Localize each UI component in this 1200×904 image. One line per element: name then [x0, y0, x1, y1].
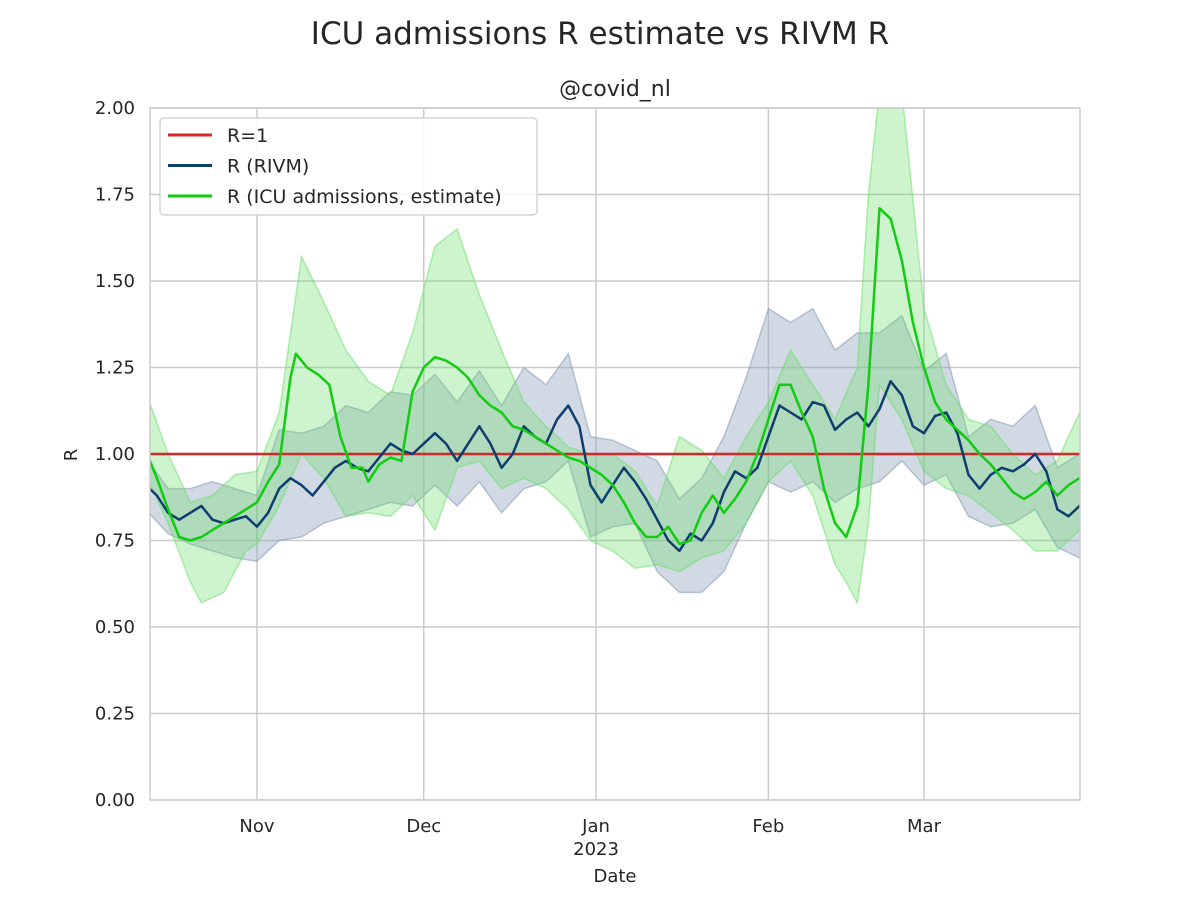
x-tick-label: Mar	[907, 816, 942, 837]
y-tick-label: 0.50	[95, 617, 135, 638]
y-tick-label: 1.25	[95, 358, 135, 379]
plot-frame	[149, 107, 1081, 801]
y-tick-label: 0.00	[95, 790, 135, 811]
plot-area	[150, 108, 1080, 606]
x-tick-label: Jan	[581, 816, 610, 837]
rivm-confidence-band	[150, 307, 1080, 594]
chart-title: ICU admissions R estimate vs RIVM R	[311, 16, 889, 52]
legend: R=1 R (RIVM) R (ICU admissions, estimate)	[159, 117, 538, 216]
legend-label-icu: R (ICU admissions, estimate)	[227, 186, 502, 208]
legend-box	[159, 117, 538, 216]
x-tick-label: Nov	[239, 816, 274, 837]
icu-series-line	[150, 207, 1080, 546]
chart-subtitle: @covid_nl	[559, 77, 671, 102]
x-tick-label: Feb	[752, 816, 784, 837]
x-tick-sublabel: 2023	[573, 839, 619, 860]
icu-confidence-band	[150, 108, 1080, 606]
y-tick-label: 1.50	[95, 271, 135, 292]
legend-label-rivm: R (RIVM)	[227, 156, 309, 178]
x-tick-label: Dec	[406, 816, 441, 837]
y-tick-label: 0.75	[95, 531, 135, 552]
x-axis-label: Date	[593, 866, 636, 887]
y-tick-label: 2.00	[95, 98, 135, 119]
y-tick-label: 1.00	[95, 444, 135, 465]
y-tick-label: 0.25	[95, 704, 135, 725]
rivm-series-line	[150, 380, 1080, 553]
y-axis-label: R	[61, 449, 82, 462]
legend-label-r1: R=1	[227, 125, 268, 147]
y-tick-label: 1.75	[95, 185, 135, 206]
